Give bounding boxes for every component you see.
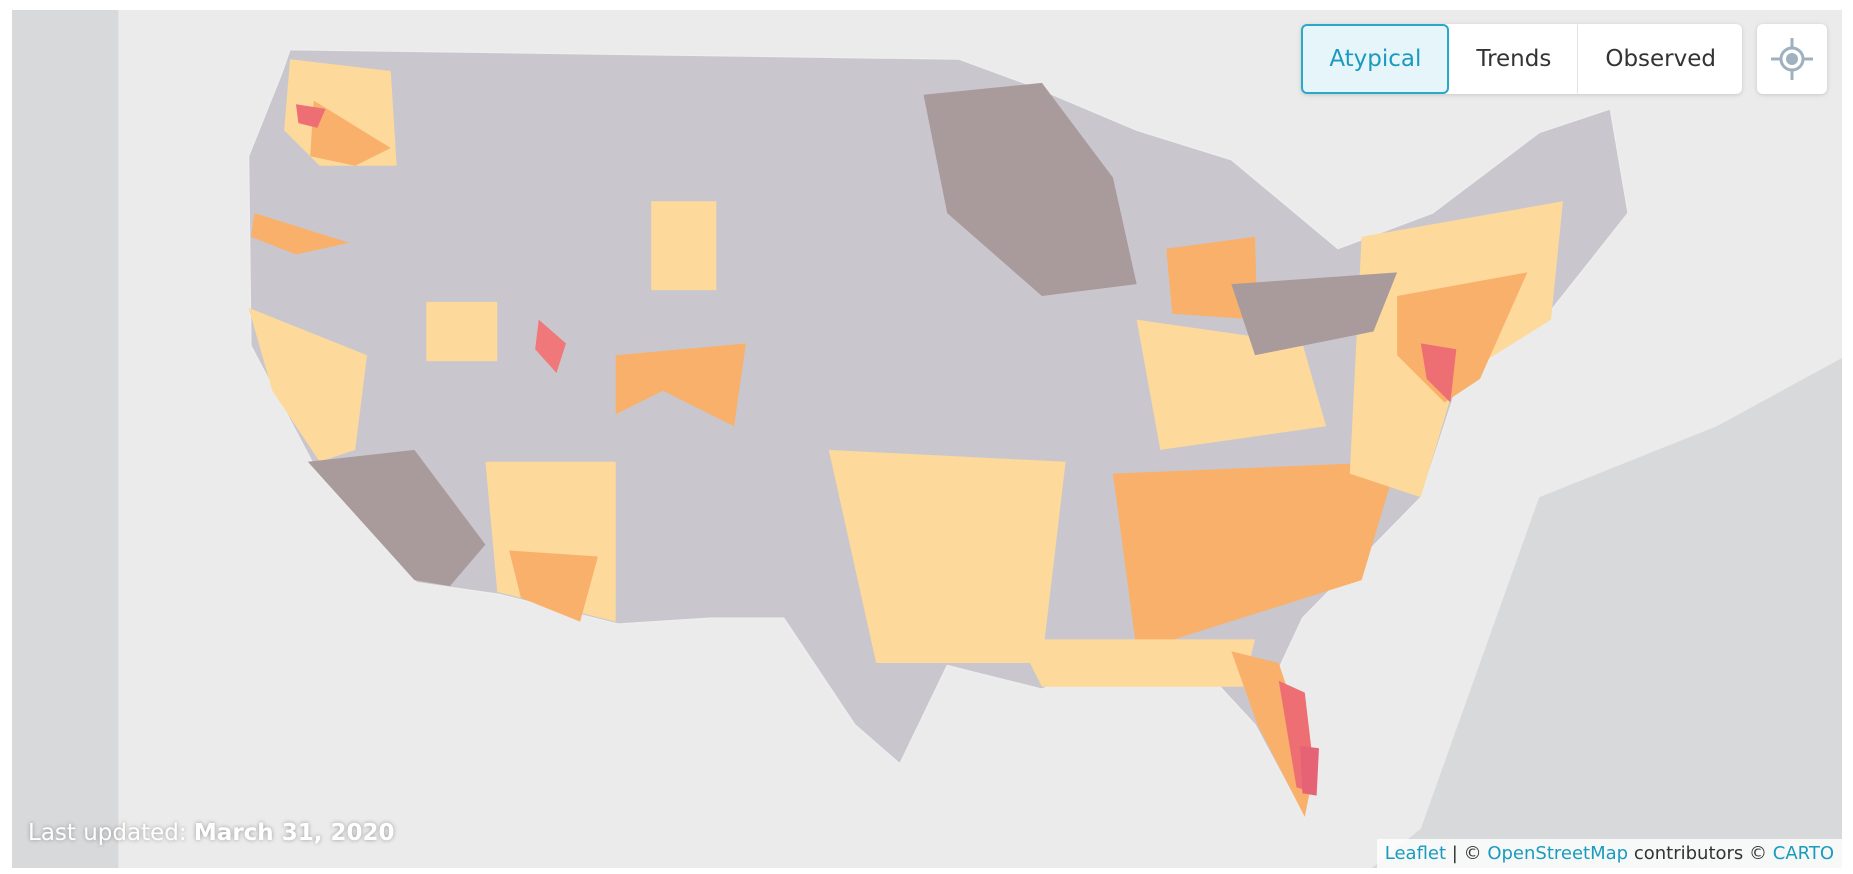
leaflet-link[interactable]: Leaflet	[1384, 843, 1447, 864]
locate-button[interactable]	[1757, 24, 1827, 94]
last-updated: Last updated: March 31, 2020	[28, 820, 394, 846]
contributors: contributors ©	[1633, 843, 1768, 864]
toggle-option[interactable]: Trends	[1449, 24, 1579, 94]
toggle-option[interactable]: Atypical	[1301, 24, 1450, 94]
map[interactable]: Atypical Trends Observed Last updated: Mar…	[12, 10, 1842, 868]
toggle-option[interactable]: Observed	[1605, 46, 1716, 72]
copyright: ©	[1463, 843, 1482, 864]
attribution: Leaflet | © OpenStreetMap contributors ©…	[1376, 839, 1842, 868]
separator: |	[1451, 843, 1458, 864]
view-toggle: Atypical Trends Observed	[1301, 24, 1742, 94]
last-updated-label: Last updated:	[28, 820, 187, 846]
carto-link[interactable]: CARTO	[1772, 843, 1834, 864]
choropleth	[248, 59, 1563, 817]
last-updated-date: March 31, 2020	[193, 820, 395, 846]
locate-icon	[1771, 38, 1813, 80]
map-layer	[118, 10, 1842, 868]
osm-link[interactable]: OpenStreetMap	[1487, 843, 1629, 864]
us-counties	[248, 49, 1629, 819]
